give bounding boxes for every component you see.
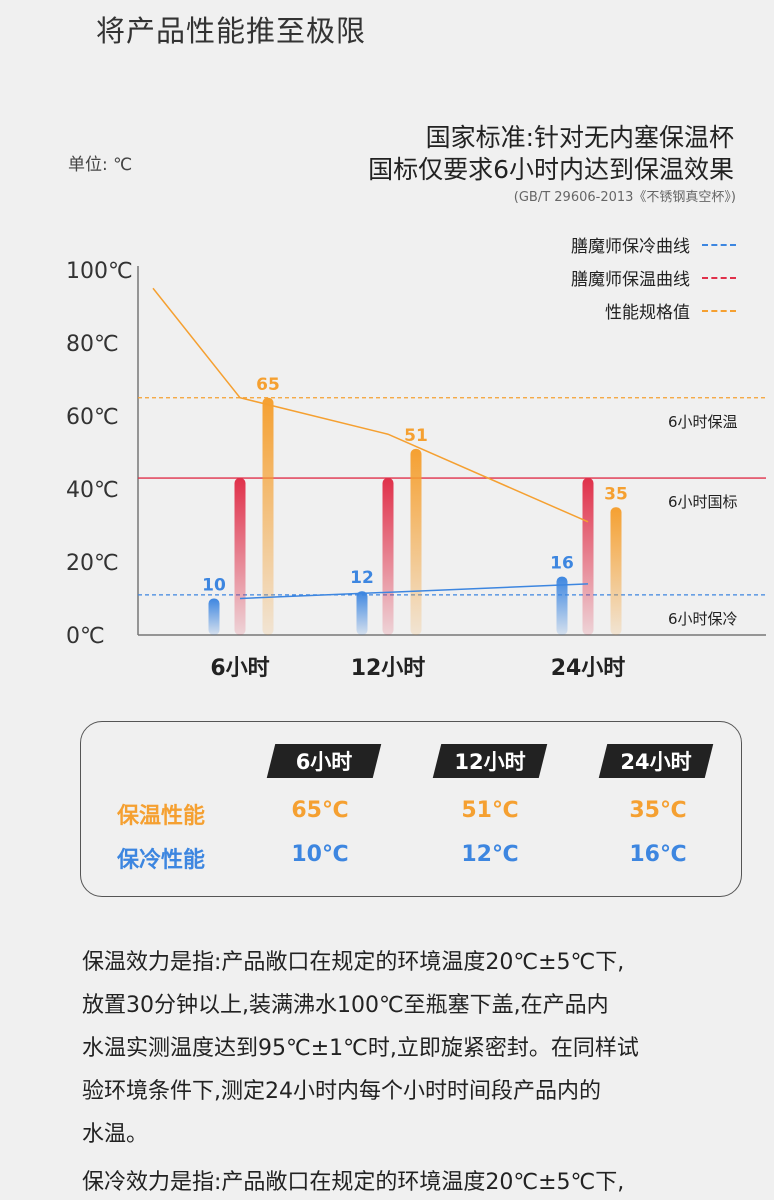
warm-curve-line	[152, 287, 589, 523]
table-header-12h: 12小时	[437, 744, 543, 778]
x-tick-label: 12小时	[351, 656, 426, 681]
bar	[262, 397, 274, 635]
bar-value-label: 51	[404, 426, 428, 446]
bar	[208, 598, 220, 635]
table-header-24h: 24小时	[603, 744, 709, 778]
warm-value-6h: 65℃	[291, 798, 349, 823]
paragraph-line: 保温效力是指:产品敞口在规定的环境温度20℃±5℃下,	[82, 950, 625, 975]
standard-title: 国家标准:针对无内塞保温杯	[425, 123, 734, 152]
y-tick-label: 100℃	[66, 259, 133, 284]
y-tick-label: 20℃	[66, 551, 119, 576]
paragraph-line: 保冷效力是指:产品敞口在规定的环境温度20℃±5℃下,	[82, 1170, 625, 1195]
legend-item-cold: 膳魔师保冷曲线	[476, 228, 736, 261]
bar	[356, 591, 368, 635]
paragraph-line: 验环境条件下,测定24小时内每个小时时间段产品内的	[82, 1079, 601, 1104]
paragraph-line: 水温实测温度达到95℃±1℃时,立即旋紧密封。在同样试	[82, 1036, 639, 1061]
y-tick-label: 40℃	[66, 478, 119, 503]
bar-value-label: 16	[550, 554, 574, 574]
row-label-warm: 保温性能	[117, 804, 206, 829]
bar	[610, 507, 622, 635]
cold-value-6h: 10℃	[291, 842, 349, 867]
bar-value-label: 65	[256, 375, 280, 395]
y-tick-label: 80℃	[66, 332, 119, 357]
legend-swatch-cold	[702, 243, 736, 246]
paragraph-line: 水温。	[82, 1122, 149, 1147]
bar-value-label: 10	[202, 576, 226, 596]
performance-table: 6小时 12小时 24小时 保温性能 65℃ 51℃ 35℃ 保冷性能 10℃ …	[80, 721, 742, 897]
y-tick-label: 0℃	[66, 624, 105, 649]
cold-value-24h: 16℃	[629, 842, 687, 867]
legend-item-spec: 性能规格值	[476, 294, 736, 327]
warm-definition-paragraph: 保温效力是指:产品敞口在规定的环境温度20℃±5℃下, 放置30分钟以上,装满沸…	[82, 941, 742, 1156]
legend-label-cold: 膳魔师保冷曲线	[571, 237, 690, 257]
y-tick-label: 60℃	[66, 405, 119, 430]
cold-curve-line	[239, 583, 589, 600]
bar-value-label: 35	[604, 484, 628, 504]
reference-line-label: 6小时国标	[668, 493, 738, 511]
legend-swatch-spec	[702, 309, 736, 312]
cold-definition-paragraph: 保冷效力是指:产品敞口在规定的环境温度20℃±5℃下,	[82, 1161, 742, 1200]
legend-swatch-warm	[702, 276, 736, 279]
bar-value-label: 12	[350, 568, 374, 588]
standard-subtitle: 国标仅要求6小时内达到保温效果	[368, 155, 734, 184]
reference-line-label: 6小时保冷	[668, 610, 738, 628]
legend-label-warm: 膳魔师保温曲线	[571, 270, 690, 290]
table-header-6h: 6小时	[271, 744, 377, 778]
standard-reference: (GB/T 29606-2013《不锈钢真空杯》)	[513, 190, 736, 205]
reference-line-label: 6小时保温	[668, 413, 738, 431]
warm-value-12h: 51℃	[461, 798, 519, 823]
row-label-cold: 保冷性能	[117, 848, 206, 873]
x-tick-label: 24小时	[551, 656, 626, 681]
bar	[382, 478, 394, 635]
paragraph-line: 放置30分钟以上,装满沸水100℃至瓶塞下盖,在产品内	[82, 993, 609, 1018]
bar	[410, 448, 422, 635]
unit-label: 单位: ℃	[68, 155, 133, 175]
x-tick-label: 6小时	[210, 656, 269, 681]
page-title: 将产品性能推至极限	[96, 14, 367, 48]
temperature-chart: 0℃ 20℃ 40℃ 60℃ 80℃ 100℃ 6小时保温 6小时国标 6小时保冷 10 65 6小时…	[66, 259, 766, 681]
cold-value-12h: 12℃	[461, 842, 519, 867]
legend-item-warm: 膳魔师保温曲线	[476, 261, 736, 294]
warm-value-24h: 35℃	[629, 798, 687, 823]
bar	[556, 576, 568, 635]
bar	[234, 478, 246, 635]
bar	[582, 478, 594, 635]
legend-label-spec: 性能规格值	[605, 303, 690, 323]
chart-legend: 膳魔师保冷曲线 膳魔师保温曲线 性能规格值	[476, 228, 736, 327]
